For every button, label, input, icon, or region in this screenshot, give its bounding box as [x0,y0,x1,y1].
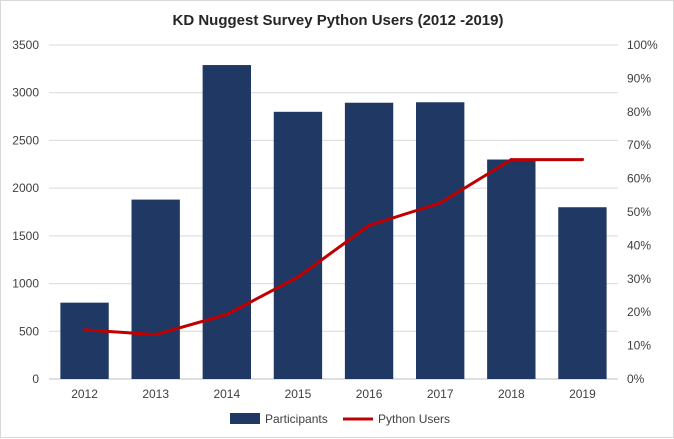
x-tick-label: 2018 [498,387,525,401]
python-users-point [580,158,584,162]
participants-bar [60,302,109,379]
legend-swatch-participants [230,413,260,424]
legend-label-participants: Participants [265,412,328,426]
left-tick-label: 3000 [12,86,39,100]
python-users-point [509,158,513,162]
x-tick-label: 2019 [569,387,596,401]
python-users-line-path [83,158,584,337]
left-axis-ticks: 0 500 1000 1500 2000 2500 3000 3500 [12,38,39,386]
participants-bar [344,102,394,379]
right-tick-label: 90% [627,71,651,85]
python-users-point [83,328,87,332]
left-tick-label: 0 [32,372,39,386]
right-tick-label: 20% [627,305,651,319]
python-users-point [296,275,300,279]
python-users-point [438,201,442,205]
python-users-point [154,333,158,337]
participants-bar [558,207,607,379]
x-axis-ticks: 2012 2013 2014 2015 2016 2017 2018 2019 [71,387,596,401]
left-tick-label: 3500 [12,38,39,52]
x-tick-label: 2015 [285,387,312,401]
left-tick-label: 1000 [12,277,39,291]
chart-title: KD Nuggest Survey Python Users (2012 -20… [173,12,504,29]
participants-bar [487,159,536,379]
right-tick-label: 70% [627,138,651,152]
right-tick-label: 0% [627,372,645,386]
x-tick-label: 2016 [356,387,383,401]
right-tick-label: 80% [627,105,651,119]
python-users-line [83,158,584,337]
legend-label-python-users: Python Users [378,412,450,426]
participants-bar [131,199,180,379]
right-axis-ticks: 0% 10% 20% 30% 40% 50% 60% 70% 80% 90% 100% [627,38,658,386]
participants-bar [202,65,251,379]
left-tick-label: 2000 [12,181,39,195]
python-users-point [367,223,371,227]
left-tick-label: 1500 [12,229,39,243]
python-users-point [225,313,229,317]
right-tick-label: 60% [627,172,651,186]
legend: Participants Python Users [230,412,450,426]
right-tick-label: 100% [627,38,658,52]
right-tick-label: 50% [627,205,651,219]
x-tick-label: 2012 [71,387,98,401]
right-tick-label: 30% [627,272,651,286]
right-tick-label: 10% [627,339,651,353]
left-tick-label: 500 [19,324,39,338]
left-tick-label: 2500 [12,133,39,147]
x-tick-label: 2013 [142,387,169,401]
participants-bar [273,111,323,380]
participants-bar [416,102,465,379]
x-tick-label: 2014 [213,387,240,401]
x-tick-label: 2017 [427,387,454,401]
participants-bars [60,65,607,380]
right-tick-label: 40% [627,238,651,252]
